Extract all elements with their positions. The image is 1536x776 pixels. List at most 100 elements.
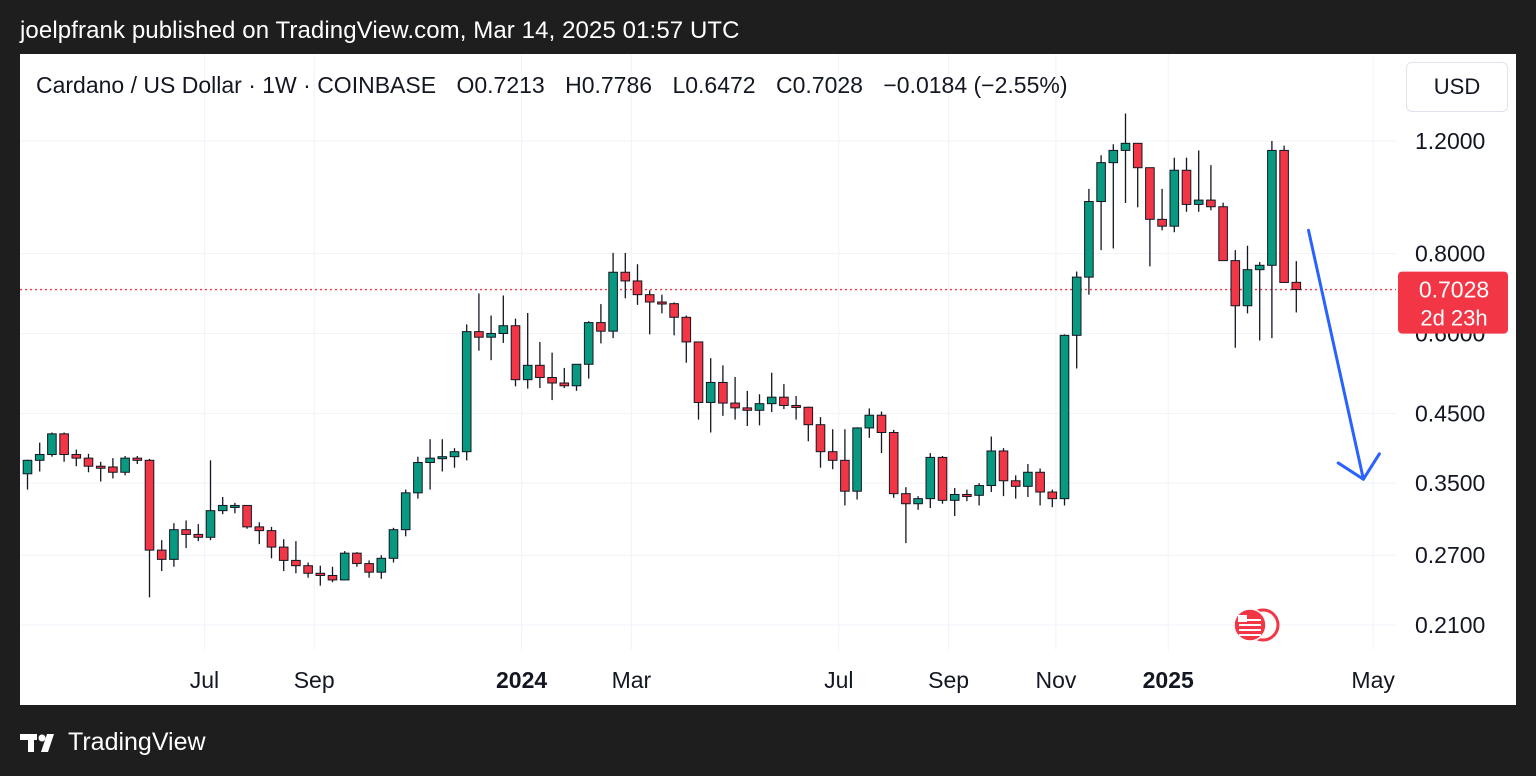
candle-body: [669, 303, 679, 318]
candle-body: [437, 456, 448, 460]
candle: [156, 540, 167, 572]
candle: [571, 363, 582, 391]
candle-body: [169, 529, 179, 560]
candle-body: [413, 462, 423, 494]
price-tag: 0.7028 2d 23h: [1398, 271, 1508, 334]
candle: [888, 429, 899, 498]
candle: [266, 526, 277, 559]
candle-body: [522, 364, 533, 381]
candle: [766, 372, 777, 413]
candle: [364, 560, 374, 578]
candle-body: [59, 433, 69, 456]
currency-label: USD: [1433, 74, 1481, 99]
arrow-head: [1336, 452, 1381, 481]
candle-body: [291, 559, 301, 567]
candle: [1157, 188, 1167, 231]
currency-button[interactable]: USD: [1406, 62, 1508, 112]
candle: [47, 432, 57, 457]
candle-body: [571, 363, 582, 387]
candle-body: [144, 459, 155, 551]
candle-body: [278, 546, 289, 561]
candle: [1181, 157, 1192, 212]
candle: [83, 453, 94, 473]
candle-body: [730, 402, 740, 409]
candle-body: [620, 271, 631, 282]
candle: [1230, 250, 1241, 348]
candle: [1291, 261, 1302, 313]
candle: [583, 321, 594, 379]
candle-body: [486, 332, 496, 338]
candle-body: [1023, 471, 1033, 487]
candle: [1047, 489, 1058, 508]
candle-body: [193, 533, 204, 538]
candle: [962, 489, 972, 502]
candle-body: [254, 526, 265, 532]
candle-body: [425, 457, 435, 464]
candle: [1010, 475, 1021, 499]
tradingview-brand: TradingView: [68, 728, 206, 756]
candle: [864, 408, 875, 438]
candle-body: [242, 504, 252, 528]
candle-body: [1120, 142, 1131, 151]
candle-body: [217, 504, 228, 512]
candle: [791, 396, 801, 420]
candle: [718, 365, 728, 416]
candle-body: [1071, 276, 1082, 336]
candle: [132, 455, 143, 464]
candle: [742, 390, 753, 426]
candle-body: [974, 485, 984, 496]
candle-body: [547, 377, 557, 384]
candle: [242, 504, 252, 529]
legend-symbol[interactable]: Cardano / US Dollar · 1W · COINBASE: [36, 72, 437, 98]
candle-body: [1108, 149, 1119, 164]
candle: [1169, 157, 1180, 233]
candle: [754, 394, 765, 426]
candle-body: [1047, 491, 1058, 500]
candle-body: [1145, 167, 1155, 220]
candle: [278, 539, 289, 572]
candle: [803, 406, 814, 442]
down-arrow-annotation: [1307, 228, 1381, 481]
candle-body: [535, 364, 545, 379]
candle-body: [791, 404, 801, 408]
candle: [693, 341, 704, 420]
candle: [1035, 468, 1045, 506]
chart-panel[interactable]: 0.21000.27000.35000.45000.60000.80001.20…: [20, 54, 1516, 705]
candle-body: [1267, 149, 1277, 266]
candle: [181, 520, 191, 549]
candle: [254, 522, 265, 545]
candle: [852, 427, 862, 500]
candle-body: [998, 450, 1009, 482]
candle: [230, 502, 240, 514]
candle-body: [376, 557, 387, 573]
candle: [779, 384, 789, 410]
candle-body: [1218, 206, 1228, 262]
tradingview-footer[interactable]: TradingView: [20, 728, 206, 757]
time-axis-label: Jul: [190, 667, 219, 693]
time-axis-label: 2025: [1143, 667, 1194, 693]
candle: [108, 458, 118, 479]
candle-body: [1279, 149, 1289, 283]
candle: [559, 367, 570, 389]
candle: [498, 295, 509, 343]
price-chart[interactable]: 0.21000.27000.35000.45000.60000.80001.20…: [20, 54, 1516, 705]
candle-body: [766, 396, 777, 405]
price-axis-label: 0.2100: [1415, 612, 1485, 638]
candle-body: [644, 294, 655, 303]
candle-body: [83, 457, 94, 467]
candle: [925, 453, 936, 509]
candle-body: [815, 424, 826, 453]
candle-body: [34, 454, 45, 461]
candle-body: [1193, 199, 1204, 205]
published-line: joelpfrank published on TradingView.com,…: [20, 17, 740, 44]
candle-body: [827, 451, 838, 461]
candle-body: [339, 552, 350, 581]
time-axis-label: May: [1351, 667, 1395, 693]
price-tag-countdown: 2d 23h: [1420, 306, 1487, 331]
candle: [1059, 334, 1070, 506]
candle: [1096, 155, 1106, 251]
candle: [876, 411, 887, 454]
candle-body: [840, 459, 850, 492]
tradingview-logo-icon: [20, 733, 54, 752]
candle-body: [718, 381, 728, 404]
